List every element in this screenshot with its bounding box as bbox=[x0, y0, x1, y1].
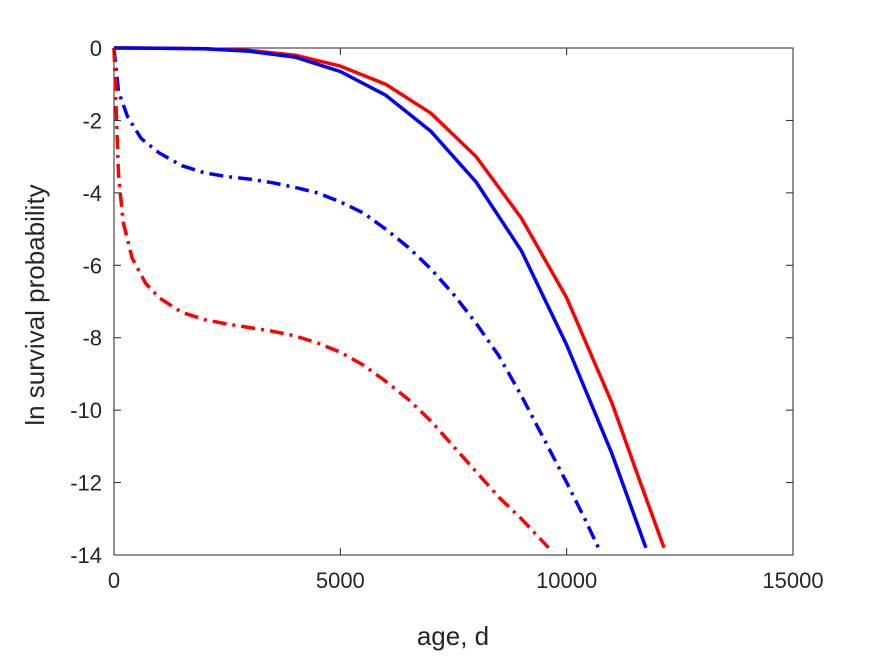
series-line-4 bbox=[112, 47, 550, 549]
y-tick-label: -10 bbox=[70, 398, 102, 423]
y-tick-label: -12 bbox=[70, 471, 102, 496]
x-tick-label: 0 bbox=[108, 568, 120, 593]
series-layer bbox=[112, 46, 666, 549]
y-axis-label: ln survival probability bbox=[20, 184, 50, 425]
x-tick-label: 5000 bbox=[316, 568, 365, 593]
x-tick-label: 15000 bbox=[762, 568, 823, 593]
x-axis-label: age, d bbox=[417, 621, 489, 651]
y-tick-label: -6 bbox=[82, 253, 102, 278]
x-tick-label: 10000 bbox=[536, 568, 597, 593]
y-tick-label: -14 bbox=[70, 543, 102, 568]
y-tick-label: 0 bbox=[90, 36, 102, 61]
y-tick-label: -8 bbox=[82, 326, 102, 351]
y-tick-label: -2 bbox=[82, 108, 102, 133]
plot-area bbox=[113, 47, 794, 556]
plot-frame bbox=[113, 47, 794, 556]
series-line-3 bbox=[112, 47, 600, 549]
series-line-2 bbox=[113, 46, 648, 549]
y-tick-label: -4 bbox=[82, 181, 102, 206]
ticks-layer: 0 5000 10000 15000 0 -2 -4 -6 -8 -10 -12 -14 bbox=[70, 36, 823, 593]
